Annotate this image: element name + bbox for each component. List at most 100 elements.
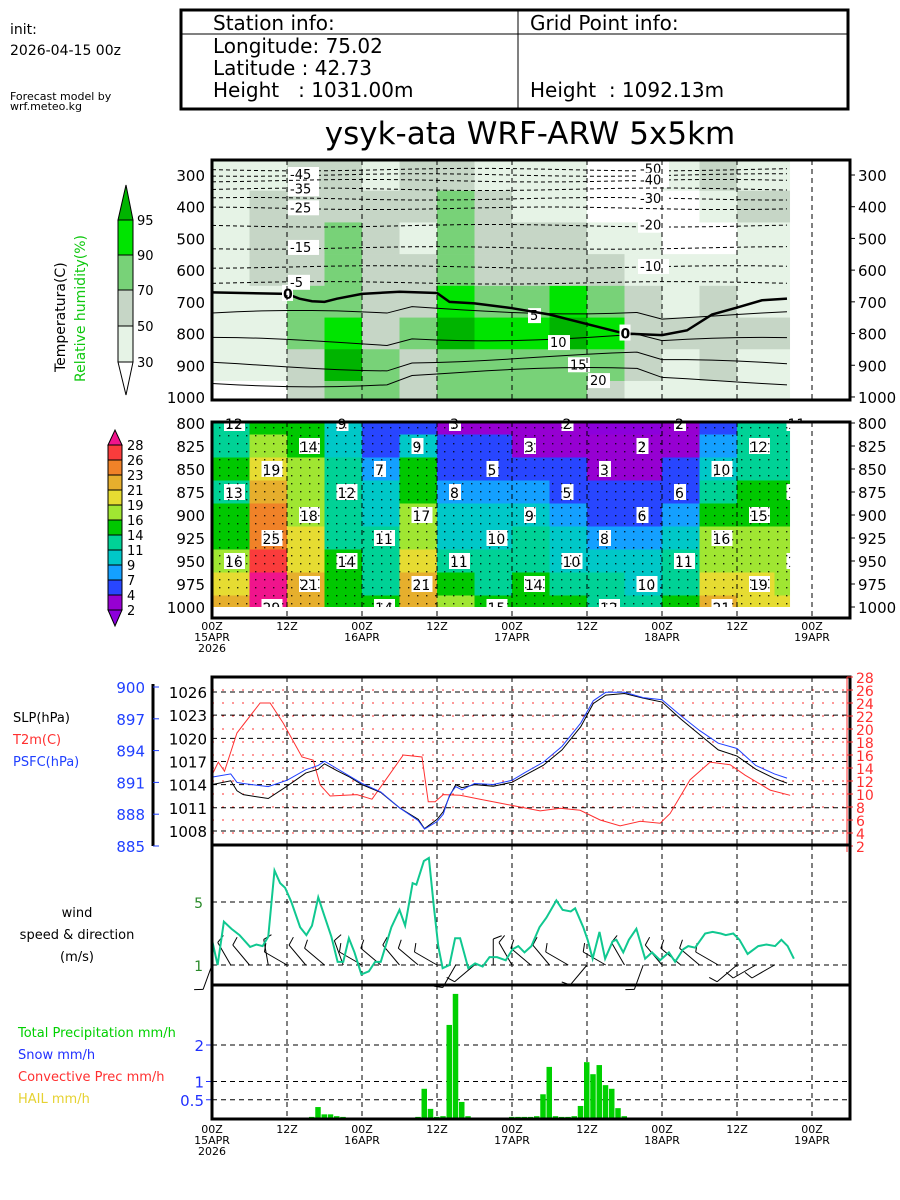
time-tick-label: 12Z <box>426 1123 448 1136</box>
rh-cell <box>587 190 625 223</box>
rh-cell <box>249 254 287 287</box>
wind-barb-feather <box>288 936 294 946</box>
time-tick-label: 12Z <box>726 620 748 633</box>
time-tick-label: 00Z <box>351 1123 373 1136</box>
wind-barb <box>545 951 569 966</box>
rh-cell <box>662 380 700 400</box>
rh-cell <box>437 222 475 255</box>
temp-legend-swatch <box>107 549 123 566</box>
wind-barb <box>611 942 625 966</box>
rh-cell <box>699 254 737 287</box>
time-tick-label: 00Z <box>801 620 823 633</box>
precip-bar <box>327 1114 334 1118</box>
pressure-tick-left: 700 <box>176 294 205 312</box>
date-tick-label: 16APR <box>344 631 380 644</box>
pressure-tick-left: 900 <box>176 507 205 525</box>
rh-cell <box>474 160 512 191</box>
rh-cell <box>624 349 662 382</box>
time-tick-label: 00Z <box>351 620 373 633</box>
pressure-tick-left: 500 <box>176 230 205 248</box>
isotherm-label-bg <box>288 181 319 197</box>
slp-tick: 1008 <box>169 823 207 841</box>
rh-cell <box>249 160 287 191</box>
precip-bar <box>434 1116 440 1118</box>
precip-legend-item: Total Precipitation mm/h <box>17 1026 176 1041</box>
rh-cell <box>437 160 475 191</box>
rh-cell <box>324 190 362 223</box>
isotherm-label-bg <box>568 357 590 373</box>
temp-legend-label: 16 <box>127 514 144 529</box>
rh-cell <box>699 222 737 255</box>
wind-barb-feather <box>382 936 388 946</box>
date-tick-label: 15APR <box>194 1134 230 1147</box>
wind-barb <box>510 947 532 966</box>
rh-cell <box>249 380 287 400</box>
rh-cell <box>549 222 587 255</box>
wind-barb-feather <box>360 939 365 949</box>
precip-legend-item: Convective Prec mm/h <box>18 1070 165 1085</box>
wind-barb-feather <box>232 936 238 946</box>
precip-bar <box>309 1116 315 1118</box>
isotherm-label-bg <box>588 373 610 389</box>
wind-barb <box>304 947 325 966</box>
wind-barb-feather <box>498 935 506 943</box>
rh-legend-swatch <box>117 254 134 291</box>
rh-cell <box>737 190 775 223</box>
time-tick-label: 00Z <box>201 620 223 633</box>
wind-barb <box>414 951 438 966</box>
precip-bar <box>615 1108 621 1118</box>
time-tick-label: 12Z <box>576 1123 598 1136</box>
precip-bar <box>534 1116 540 1118</box>
t2m-tick: 6 <box>856 814 865 830</box>
wind-barb-feather <box>304 939 308 949</box>
psfc-tick: 888 <box>116 806 145 824</box>
freezing-label: 0 <box>621 327 631 343</box>
isotherm-line <box>211 281 788 285</box>
wind-dot-field <box>212 422 791 607</box>
panel-frame <box>210 158 852 402</box>
rh-cell <box>437 317 475 350</box>
freezing-level-line <box>211 290 788 337</box>
pressure-tick-left: 800 <box>176 326 205 344</box>
wind-barb-feather <box>644 936 651 946</box>
rh-cell <box>362 222 400 255</box>
rh-cell <box>699 349 737 382</box>
rh-cell <box>212 349 250 382</box>
isotherm-line <box>211 167 788 172</box>
rh-cell <box>662 285 700 318</box>
isotherm-label-bg <box>288 200 319 216</box>
rh-cell <box>737 349 775 382</box>
rh-cell <box>474 222 512 255</box>
rh-cell <box>212 254 250 287</box>
time-tick-label: 12Z <box>576 620 598 633</box>
isotherm-line <box>211 333 788 346</box>
rh-cell <box>362 254 400 287</box>
time-tick-label: 00Z <box>651 1123 673 1136</box>
pressure-temperature-panel: 1008101110141017102010231026885888891894… <box>12 671 874 856</box>
rh-cell <box>624 380 662 400</box>
wind-barb <box>569 964 588 986</box>
gridpoint-heading: Grid Point info: <box>530 11 679 35</box>
wind-barb-feather <box>744 971 753 979</box>
slp-tick: 1014 <box>169 777 207 795</box>
rh-cell <box>699 190 737 223</box>
isotherm-label: 15 <box>570 358 587 373</box>
rh-cell <box>249 285 287 318</box>
isotherm-line <box>211 366 788 388</box>
rh-cell <box>249 317 287 350</box>
rh-cell <box>774 190 791 223</box>
pressure-tick-right: 825 <box>858 438 887 456</box>
t2m-tick: 4 <box>856 827 865 843</box>
wind-barb <box>751 964 775 979</box>
temp-legend-swatch <box>107 474 123 491</box>
rh-cell <box>437 349 475 382</box>
precip-tick: 1 <box>194 1074 204 1092</box>
rh-cell <box>324 349 362 382</box>
credit-line2: wrf.meteo.kg <box>10 100 82 113</box>
rh-cell <box>324 254 362 287</box>
wind-barb <box>532 944 550 966</box>
rh-cell <box>737 317 775 350</box>
isotherm-label: -5 <box>290 276 303 291</box>
rh-legend-swatch <box>117 289 134 327</box>
rh-cell <box>324 160 362 191</box>
